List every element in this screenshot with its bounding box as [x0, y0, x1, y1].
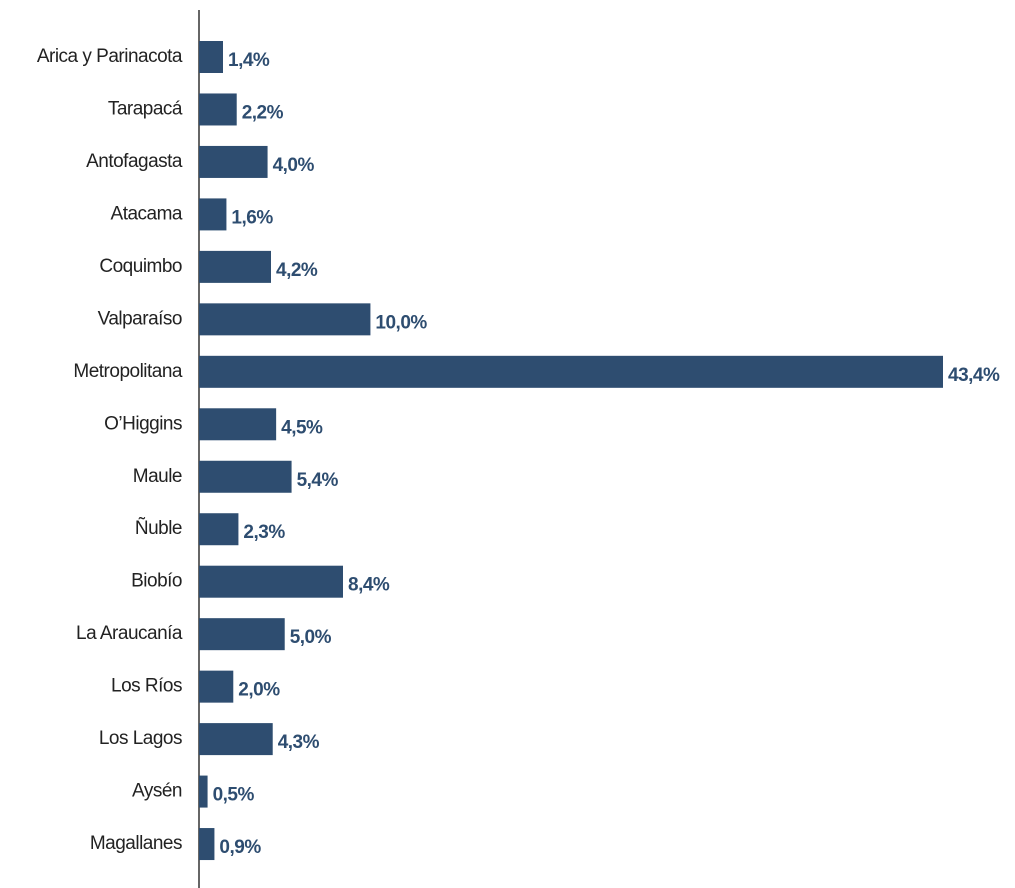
category-label: O’Higgins: [104, 413, 182, 434]
bar: [199, 565, 343, 598]
category-label: Ñuble: [135, 517, 182, 539]
value-label: 5,0%: [290, 627, 332, 648]
category-label: Atacama: [111, 203, 183, 224]
value-label: 2,0%: [238, 680, 280, 701]
bar: [199, 303, 371, 336]
category-label: La Araucanía: [76, 623, 183, 644]
value-label: 0,9%: [219, 837, 261, 858]
value-label: 4,2%: [276, 260, 318, 281]
bar: [199, 145, 268, 178]
bar: [199, 618, 285, 651]
category-label: Maule: [133, 466, 182, 487]
category-label: Magallanes: [90, 833, 182, 854]
category-label: Arica y Parinacota: [37, 46, 183, 67]
value-label: 1,6%: [231, 207, 273, 228]
category-label: Metropolitana: [73, 361, 183, 382]
bar: [199, 775, 208, 808]
category-label: Antofagasta: [86, 151, 183, 172]
value-label: 5,4%: [297, 470, 339, 491]
value-label: 0,5%: [213, 785, 255, 806]
bar: [199, 460, 292, 493]
value-label: 4,0%: [273, 155, 315, 176]
bar: [199, 513, 239, 546]
category-label: Coquimbo: [99, 256, 182, 277]
value-label: 8,4%: [348, 575, 390, 596]
value-label: 1,4%: [228, 50, 270, 71]
category-label: Los Lagos: [99, 728, 182, 749]
category-label: Los Ríos: [111, 676, 182, 697]
bar: [199, 828, 215, 861]
bar: [199, 41, 223, 73]
bar: [199, 723, 273, 756]
category-label: Biobío: [131, 571, 182, 592]
bar: [199, 408, 277, 441]
value-label: 2,3%: [243, 522, 285, 543]
value-label: 4,5%: [281, 417, 323, 438]
bar: [199, 93, 237, 126]
bar: [199, 355, 943, 388]
category-label: Valparaíso: [98, 308, 182, 329]
value-label: 10,0%: [375, 312, 427, 333]
category-label: Tarapacá: [108, 98, 183, 119]
bar: [199, 250, 271, 283]
category-label: Aysén: [132, 781, 182, 802]
value-label: 4,3%: [278, 732, 320, 753]
value-label: 43,4%: [948, 365, 1000, 386]
bar: [199, 198, 227, 231]
value-label: 2,2%: [242, 102, 284, 123]
bar: [199, 670, 234, 703]
